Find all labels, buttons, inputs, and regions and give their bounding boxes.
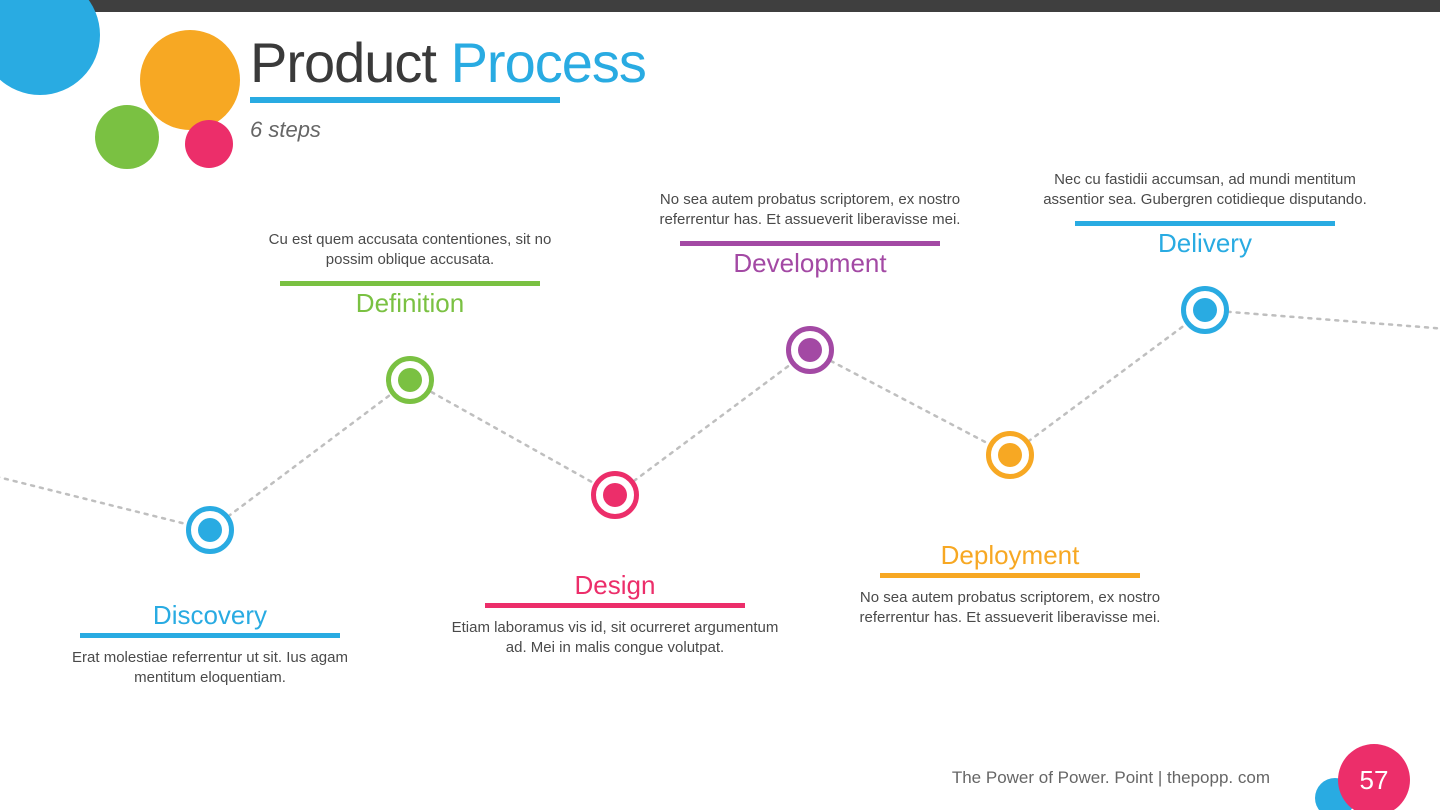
title-block: Product Process 6 steps [250,30,646,143]
step-underline [880,573,1140,578]
node-ring-icon [386,356,434,404]
step-title: Definition [250,288,570,319]
footer-credit: The Power of Power. Point | thepopp. com [952,768,1270,788]
step-label-definition: Cu est quem accusata contentiones, sit n… [250,230,570,321]
node-ring-icon [986,431,1034,479]
node-dot-icon [398,368,422,392]
step-label-development: No sea autem probatus scriptorem, ex nos… [650,190,970,281]
step-label-delivery: Nec cu fastidii accumsan, ad mundi menti… [1040,170,1370,261]
page-title: Product Process [250,30,646,95]
decor-circle [185,120,233,168]
step-description: Nec cu fastidii accumsan, ad mundi menti… [1040,170,1370,211]
decor-circle [140,30,240,130]
title-part2: Process [451,31,646,94]
node-dot-icon [998,443,1022,467]
step-underline [680,241,940,246]
node-dot-icon [603,483,627,507]
step-description: No sea autem probatus scriptorem, ex nos… [850,588,1170,629]
process-node-design [591,471,639,519]
step-description: Erat molestiae referrentur ut sit. Ius a… [60,648,360,689]
step-title: Discovery [60,600,360,631]
slide-root: { "page": { "title_part1": "Product ", "… [0,0,1440,810]
step-title: Development [650,248,970,279]
step-underline [485,603,745,608]
step-label-deployment: Deployment No sea autem probatus scriptor… [850,540,1170,629]
step-label-design: Design Etiam laboramus vis id, sit ocurre… [450,570,780,659]
step-description: Cu est quem accusata contentiones, sit n… [250,230,570,271]
step-description: Etiam laboramus vis id, sit ocurreret ar… [450,618,780,659]
top-bar [0,0,1440,12]
process-node-discovery [186,506,234,554]
step-title: Delivery [1040,228,1370,259]
node-dot-icon [798,338,822,362]
subtitle: 6 steps [250,117,646,143]
process-node-development [786,326,834,374]
title-part1: Product [250,31,451,94]
process-node-definition [386,356,434,404]
node-ring-icon [186,506,234,554]
page-number-badge: 57 [1338,744,1410,810]
node-dot-icon [1193,298,1217,322]
decor-circle [95,105,159,169]
node-ring-icon [786,326,834,374]
title-underline [250,97,560,103]
step-underline [1075,221,1335,226]
step-title: Deployment [850,540,1170,571]
node-ring-icon [1181,286,1229,334]
node-ring-icon [591,471,639,519]
process-node-deployment [986,431,1034,479]
step-description: No sea autem probatus scriptorem, ex nos… [650,190,970,231]
step-title: Design [450,570,780,601]
step-underline [80,633,340,638]
page-number: 57 [1360,765,1389,796]
step-label-discovery: Discovery Erat molestiae referrentur ut s… [60,600,360,689]
step-underline [280,281,540,286]
decor-circle [0,0,100,95]
node-dot-icon [198,518,222,542]
process-node-delivery [1181,286,1229,334]
